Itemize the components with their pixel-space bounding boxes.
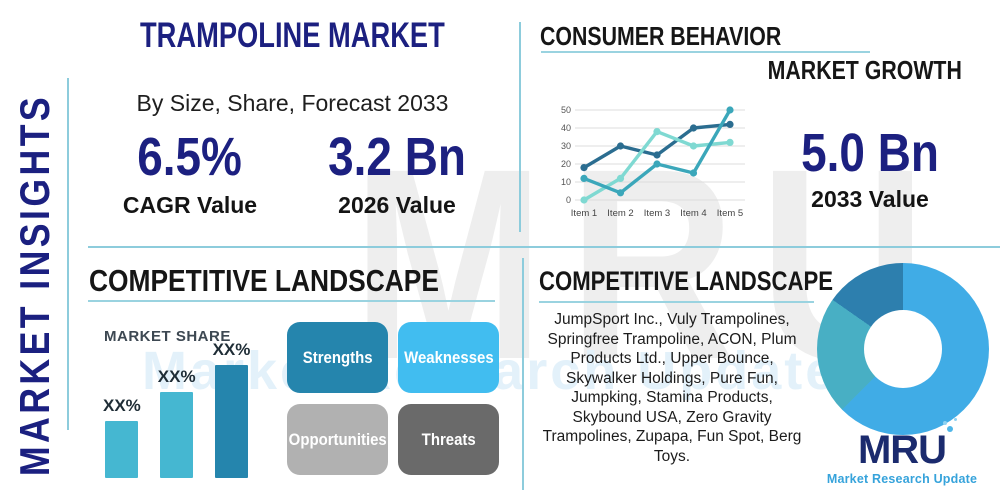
market-share-chart: XX% XX% XX% [103, 338, 268, 478]
forecast-value-box: 5.0 Bn [770, 122, 970, 184]
competitive-right-underline [539, 301, 814, 303]
market-growth-heading: MARKET GROWTH [767, 55, 962, 85]
bar-rect [105, 421, 139, 478]
page-title-box: TRAMPOLINE MARKET [85, 16, 500, 56]
forecast-value: 5.0 Bn [801, 123, 939, 183]
bar-value-label: XX% [212, 340, 251, 359]
svg-text:Item 1: Item 1 [571, 208, 597, 219]
competitive-left-underline [88, 300, 495, 302]
company-share-donut [817, 263, 989, 435]
market-growth-heading-box: MARKET GROWTH [540, 55, 962, 86]
svg-text:0: 0 [566, 195, 571, 205]
consumer-line-chart: 0 10 20 30 40 50 Item 1 Item 2 Item 3 Item 4 Item … [561, 105, 745, 219]
left-rail-label: MARKET INSIGHTS [11, 93, 58, 477]
page-title: TRAMPOLINE MARKET [140, 16, 445, 55]
donut-hole [864, 310, 942, 388]
svg-text:Item 2: Item 2 [607, 208, 633, 219]
market-share-bar: XX% [212, 340, 251, 478]
swot-strengths-label: Strengths [302, 347, 373, 367]
bar-value-label: XX% [103, 396, 141, 415]
competitive-left-heading-box: COMPETITIVE LANDSCAPE [89, 263, 501, 299]
competitive-left-heading: COMPETITIVE LANDSCAPE [89, 263, 439, 298]
svg-text:Item 3: Item 3 [644, 208, 670, 219]
mru-logo-text: MRU [857, 428, 947, 472]
consumer-behavior-heading: CONSUMER BEHAVIOR [540, 21, 782, 51]
bottom-right-divider [522, 258, 524, 490]
swot-weaknesses-box: Weaknesses [398, 322, 499, 393]
logo-splash-dot-icon [947, 426, 954, 432]
market-share-bar: XX% [158, 367, 196, 478]
cagr-label: CAGR Value [122, 192, 258, 218]
company-list: JumpSport Inc., Vuly Trampolines, Spring… [542, 311, 802, 465]
logo-splash-dot-icon [954, 418, 958, 421]
swot-strengths-box: Strengths [287, 322, 388, 393]
swot-weaknesses-label: Weaknesses [403, 347, 494, 367]
base-value-box: 3.2 Bn [297, 126, 497, 188]
svg-text:Item 4: Item 4 [680, 208, 706, 219]
svg-text:40: 40 [561, 123, 571, 133]
market-share-label: MARKET SHARE [104, 328, 231, 345]
base-value: 3.2 Bn [328, 127, 466, 187]
svg-text:Item 5: Item 5 [717, 208, 743, 219]
swot-opportunities-box: Opportunities [287, 404, 388, 475]
swot-threats-label: Threats [421, 429, 476, 449]
base-label: 2026 Value [338, 192, 456, 218]
consumer-behavior-heading-box: CONSUMER BEHAVIOR [540, 21, 834, 52]
logo-splash-dot-icon [943, 421, 948, 425]
market-share-bar: XX% [103, 396, 141, 478]
forecast-label: 2033 Value [811, 186, 929, 212]
svg-text:50: 50 [561, 105, 571, 115]
cagr-value-box: 6.5% [90, 126, 290, 188]
mru-logo-mark: MRU [857, 418, 958, 472]
bar-value-label: XX% [157, 367, 196, 386]
page-subtitle: By Size, Share, Forecast 2033 [136, 90, 449, 116]
competitive-right-heading-box: COMPETITIVE LANDSCAPE [539, 266, 898, 297]
swot-threats-box: Threats [398, 404, 499, 475]
svg-text:10: 10 [561, 177, 571, 187]
bar-rect [214, 365, 248, 478]
swot-grid: Strengths Weaknesses Opportunities Threa… [287, 322, 499, 475]
left-rail-divider [67, 78, 69, 430]
mru-logo: MRU Market Research Update [822, 418, 982, 486]
cagr-value: 6.5% [137, 127, 243, 187]
consumer-behavior-underline [541, 51, 870, 53]
swot-opportunities-label: Opportunities [288, 429, 387, 449]
bar-rect [160, 392, 194, 478]
svg-text:20: 20 [561, 159, 571, 169]
top-right-divider [519, 22, 521, 232]
horizontal-divider [88, 246, 1000, 248]
mru-logo-subtitle: Market Research Update [826, 472, 978, 486]
competitive-right-heading: COMPETITIVE LANDSCAPE [539, 266, 833, 296]
svg-text:30: 30 [561, 141, 571, 151]
